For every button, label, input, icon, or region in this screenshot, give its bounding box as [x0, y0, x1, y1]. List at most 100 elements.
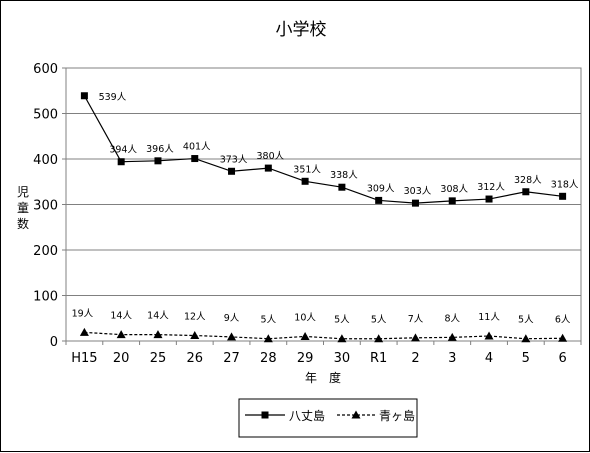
x-tick-label: R1 — [370, 351, 387, 366]
x-axis-title: 年 度 — [305, 370, 341, 385]
x-tick-label: 30 — [334, 351, 351, 366]
data-point — [521, 334, 531, 343]
data-point — [301, 177, 309, 185]
data-point — [190, 331, 200, 340]
data-label: 328人 — [514, 175, 542, 186]
data-point — [116, 330, 126, 339]
data-label: 373人 — [220, 154, 248, 165]
x-tick-label: 29 — [297, 351, 314, 366]
legend-item: 八丈島 — [245, 408, 325, 423]
y-tick-label: 600 — [33, 62, 58, 77]
data-label: 309人 — [367, 183, 395, 194]
data-label: 14人 — [147, 311, 169, 322]
data-label: 338人 — [330, 170, 358, 181]
y-tick-label: 400 — [33, 153, 58, 168]
data-label: 10人 — [294, 312, 316, 323]
chart-title: 小学校 — [276, 20, 327, 40]
data-label: 5人 — [261, 315, 277, 326]
data-label: 12人 — [184, 312, 206, 323]
data-point — [228, 167, 236, 175]
y-axis-ticks: 0 100 200 300 400 500 600 — [33, 62, 66, 350]
y-tick-label: 300 — [33, 199, 58, 214]
legend-marker — [261, 411, 269, 419]
x-tick-label: 26 — [186, 351, 203, 366]
data-point — [410, 333, 420, 342]
data-label: 351人 — [293, 164, 321, 175]
data-label: 303人 — [404, 186, 432, 197]
legend-marker — [351, 410, 361, 419]
data-point — [337, 334, 347, 343]
data-label: 14人 — [110, 311, 132, 322]
data-label: 5人 — [518, 315, 534, 326]
data-point — [191, 155, 199, 163]
data-label: 318人 — [551, 179, 579, 190]
data-point — [558, 333, 568, 342]
data-point — [80, 92, 88, 100]
legend-item: 青ヶ島 — [337, 408, 415, 423]
x-tick-label: 28 — [260, 351, 277, 366]
legend-label: 青ヶ島 — [379, 408, 415, 423]
data-point — [227, 332, 237, 341]
data-point — [447, 332, 457, 341]
y-axis-title-char: 数 — [17, 216, 29, 231]
data-label: 401人 — [183, 142, 211, 153]
y-tick-label: 100 — [33, 290, 58, 305]
data-label: 539人 — [99, 92, 127, 103]
y-axis-title-char: 童 — [17, 200, 29, 215]
data-label: 8人 — [444, 313, 460, 324]
data-label: 9人 — [224, 313, 240, 324]
data-label: 11人 — [478, 312, 500, 323]
x-tick-label: 20 — [113, 351, 130, 366]
y-tick-label: 200 — [33, 244, 58, 259]
x-tick-label: 27 — [223, 351, 240, 366]
data-point — [559, 192, 567, 200]
x-tick-label: 2 — [411, 351, 419, 366]
data-point — [263, 334, 273, 343]
data-point — [522, 188, 530, 196]
legend-box — [238, 398, 418, 438]
series-1: 539人 394人 396人 401人 373人 380人 351人 338人 309人 303人… — [80, 92, 579, 207]
data-point — [117, 158, 125, 166]
data-point — [411, 199, 419, 207]
y-axis-title: 児童数 — [17, 185, 29, 231]
data-point — [375, 196, 383, 204]
data-label: 394人 — [109, 145, 137, 156]
data-label: 5人 — [371, 315, 387, 326]
x-tick-label: 5 — [522, 351, 530, 366]
data-point — [153, 330, 163, 339]
series-line — [83, 95, 563, 204]
data-point — [300, 331, 310, 340]
data-point — [79, 327, 89, 336]
data-label: 380人 — [257, 151, 285, 162]
data-label: 308人 — [440, 184, 468, 195]
x-tick-label: 6 — [558, 351, 566, 366]
legend-label: 八丈島 — [289, 408, 325, 423]
series-2: 19人 14人 14人 12人 9人 5人 10人 5人 5人 7人 8人 11人 5人 6人 — [72, 308, 571, 343]
data-label: 5人 — [334, 315, 350, 326]
y-tick-label: 500 — [33, 108, 58, 123]
data-label: 396人 — [146, 144, 174, 155]
x-axis-ticks: H15 20 25 26 27 28 29 30 R1 2 3 4 5 6 — [65, 341, 582, 366]
x-tick-label: 25 — [150, 351, 167, 366]
data-label: 312人 — [477, 182, 505, 193]
grid-lines — [66, 113, 581, 296]
data-label: 7人 — [408, 314, 424, 325]
data-point — [485, 195, 493, 203]
data-point — [374, 334, 384, 343]
data-point — [154, 157, 162, 165]
data-point — [264, 164, 272, 172]
data-point — [484, 331, 494, 340]
y-axis-title-char: 児 — [17, 185, 29, 199]
x-tick-label: 4 — [485, 351, 493, 366]
y-tick-label: 0 — [50, 335, 58, 350]
data-point — [338, 183, 346, 191]
x-tick-label: 3 — [448, 351, 456, 366]
data-point — [448, 197, 456, 205]
data-label: 19人 — [72, 308, 94, 319]
x-tick-label: H15 — [71, 351, 97, 366]
data-label: 6人 — [555, 314, 571, 325]
series-layer: 539人 394人 396人 401人 373人 380人 351人 338人 309人 303人… — [72, 92, 579, 343]
legend: 八丈島 青ヶ島 — [238, 398, 418, 438]
